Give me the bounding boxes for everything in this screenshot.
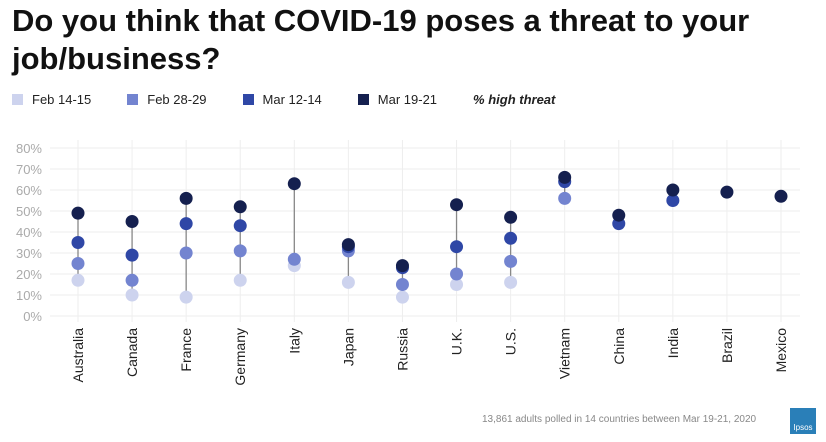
- y-tick-label: 80%: [16, 141, 42, 156]
- data-point: [233, 273, 247, 287]
- x-tick-label: Germany: [232, 328, 248, 386]
- data-point: [450, 198, 464, 212]
- legend-item: Feb 14-15: [12, 92, 91, 107]
- x-tick-label: Australia: [70, 328, 86, 383]
- y-tick-label: 70%: [16, 162, 42, 177]
- data-point: [233, 244, 247, 258]
- y-tick-label: 50%: [16, 204, 42, 219]
- data-point: [666, 194, 680, 207]
- data-point: [71, 273, 85, 287]
- y-tick-label: 10%: [16, 288, 42, 303]
- data-point: [504, 275, 518, 289]
- y-tick-label: 40%: [16, 225, 42, 240]
- data-point: [395, 290, 409, 304]
- y-tick-label: 60%: [16, 183, 42, 198]
- data-point: [287, 252, 301, 266]
- x-tick-label: China: [611, 328, 627, 365]
- data-point: [612, 208, 626, 222]
- data-point: [341, 238, 355, 252]
- x-tick-label: Canada: [124, 328, 140, 377]
- y-tick-label: 30%: [16, 246, 42, 261]
- data-point: [179, 290, 193, 304]
- data-point: [450, 267, 464, 281]
- legend-label: Feb 14-15: [32, 92, 92, 107]
- data-point: [666, 183, 680, 197]
- legend-swatch: [127, 94, 139, 105]
- data-point: [179, 246, 193, 260]
- data-point: [450, 278, 464, 291]
- data-point: [71, 206, 85, 220]
- x-tick-label: Japan: [340, 328, 356, 366]
- footer-note: 13,861 adults polled in 14 countries bet…: [482, 414, 757, 425]
- data-point: [125, 273, 139, 287]
- x-tick-label: Vietnam: [557, 328, 573, 379]
- legend-item: Mar 12-14: [242, 92, 322, 107]
- data-point: [125, 215, 139, 228]
- x-tick-label: Brazil: [719, 328, 735, 363]
- data-point: [504, 231, 518, 245]
- ipsos-logo: Ipsos: [790, 408, 816, 434]
- data-point: [233, 219, 247, 233]
- data-point: [179, 217, 193, 231]
- data-point: [395, 259, 409, 273]
- data-point: [395, 278, 409, 291]
- data-point: [125, 288, 139, 302]
- data-point: [287, 177, 301, 191]
- legend-label: Feb 28-29: [147, 92, 207, 107]
- data-point: [450, 240, 464, 254]
- data-point: [71, 236, 85, 249]
- data-point: [720, 185, 734, 199]
- legend-swatch: [242, 94, 254, 105]
- chart-title: Do you think that COVID-19 poses a threa…: [12, 3, 750, 76]
- data-point: [125, 248, 139, 262]
- legend-label: Mar 19-21: [377, 92, 438, 107]
- x-tick-label: U.S.: [503, 328, 519, 355]
- legend-item: Mar 19-21: [357, 92, 438, 107]
- y-tick-label: 0%: [23, 309, 42, 324]
- data-point: [504, 254, 518, 268]
- y-tick-label: 20%: [16, 267, 42, 282]
- data-point: [558, 170, 572, 184]
- data-point: [504, 210, 518, 224]
- x-tick-label: U.K.: [449, 328, 465, 355]
- legend-note: % high threat: [473, 92, 556, 107]
- legend-swatch: [12, 94, 23, 105]
- data-point: [71, 257, 85, 270]
- legend-swatch: [357, 94, 369, 105]
- data-point: [774, 189, 788, 203]
- legend-label: Mar 12-14: [262, 92, 322, 107]
- data-point: [558, 191, 572, 205]
- x-tick-label: France: [178, 328, 194, 372]
- legend: Feb 14-15 Feb 28-29 Mar 12-14 Mar 19-21 …: [12, 92, 555, 107]
- x-tick-label: Mexico: [773, 328, 789, 373]
- data-point: [233, 200, 247, 214]
- legend-item: Feb 28-29: [127, 92, 207, 107]
- data-point: [341, 275, 355, 289]
- data-point: [179, 191, 193, 205]
- x-tick-label: Italy: [286, 328, 302, 354]
- x-tick-label: Russia: [394, 328, 410, 371]
- x-tick-label: India: [665, 328, 681, 359]
